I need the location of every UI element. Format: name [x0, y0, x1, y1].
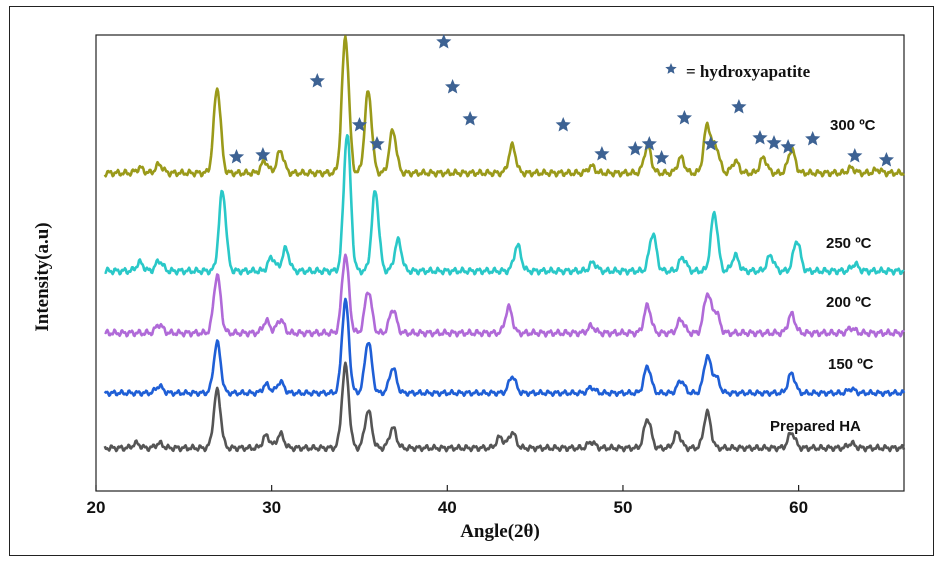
star-icon: [665, 63, 677, 74]
x-ticks: 20 30 40 50 60: [87, 485, 808, 517]
series-line-c200: [104, 253, 906, 338]
legend-text: = hydroxyapatite: [686, 62, 811, 81]
hydroxyapatite-star-icon: [436, 34, 452, 49]
hydroxyapatite-star-icon: [255, 147, 271, 162]
x-tick-label: 30: [262, 498, 281, 517]
hydroxyapatite-star-icon: [462, 111, 478, 126]
hydroxyapatite-star-icon: [654, 150, 670, 165]
series-label-c150: 150 ºC: [828, 356, 874, 373]
hydroxyapatite-star-icon: [594, 146, 610, 161]
hydroxyapatite-star-icon: [369, 136, 385, 151]
hydroxyapatite-star-icon: [766, 135, 782, 150]
hydroxyapatite-star-icon: [731, 99, 747, 114]
hydroxyapatite-star-icon: [752, 130, 768, 145]
hydroxyapatite-star-icon: [780, 139, 796, 154]
x-tick-label: 20: [87, 498, 106, 517]
series-line-c250: [104, 134, 905, 276]
x-tick-label: 40: [438, 498, 457, 517]
xrd-chart: 20 30 40 50 60 300 ºC 250 ºC 200 ºC 150 ºC Prepa…: [32, 34, 906, 542]
hydroxyapatite-star-icon: [555, 117, 571, 132]
hydroxyapatite-star-icon: [309, 73, 325, 88]
hydroxyapatite-star-icon: [627, 141, 643, 156]
hydroxyapatite-markers: [228, 34, 894, 167]
x-tick-label: 60: [789, 498, 808, 517]
hydroxyapatite-star-icon: [676, 110, 692, 125]
series-labels: 300 ºC 250 ºC 200 ºC 150 ºC Prepared HA: [770, 117, 876, 435]
hydroxyapatite-star-icon: [351, 117, 368, 132]
x-axis-title: Angle(2θ): [460, 521, 540, 542]
x-tick-label: 50: [613, 498, 632, 517]
hydroxyapatite-star-icon: [641, 136, 657, 151]
y-axis-title: Intensity(a.u): [32, 222, 53, 331]
series-line-c300: [103, 35, 905, 178]
hydroxyapatite-star-icon: [703, 136, 719, 151]
series-line-c150: [103, 297, 906, 398]
plot-area: [95, 34, 905, 492]
series-label-prepared: Prepared HA: [770, 418, 861, 435]
series-line-prepared: [103, 361, 906, 453]
series-label-c250: 250 ºC: [826, 235, 872, 252]
hydroxyapatite-star-icon: [805, 131, 821, 146]
hydroxyapatite-star-icon: [228, 149, 245, 164]
series-label-c200: 200 ºC: [826, 294, 872, 311]
legend: = hydroxyapatite: [665, 62, 811, 81]
hydroxyapatite-star-icon: [878, 152, 894, 167]
figure-frame: 20 30 40 50 60 300 ºC 250 ºC 200 ºC 150 ºC Prepa…: [9, 6, 934, 556]
series-group: [103, 35, 906, 453]
series-label-c300: 300 ºC: [830, 117, 876, 134]
hydroxyapatite-star-icon: [847, 148, 863, 163]
hydroxyapatite-star-icon: [445, 79, 461, 94]
